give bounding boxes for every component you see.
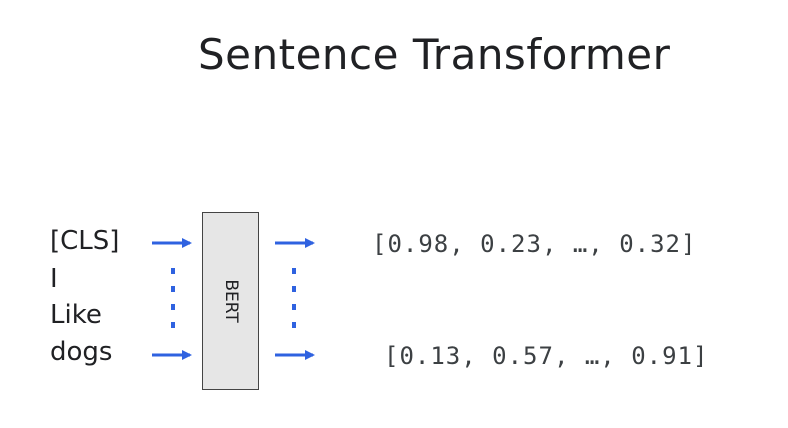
bert-model-box: BERT [202,212,259,390]
output-ellipsis-dots [292,268,296,328]
diagram-title: Sentence Transformer [198,30,671,79]
token-dogs: dogs [50,337,113,367]
token-i: I [50,264,58,294]
output-vector-dogs: [0.13, 0.57, …, 0.91] [384,342,709,370]
input-ellipsis-dots [171,268,175,328]
output-vector-cls: [0.98, 0.23, …, 0.32] [372,230,697,258]
token-cls: [CLS] [50,226,120,256]
token-like: Like [50,300,102,330]
